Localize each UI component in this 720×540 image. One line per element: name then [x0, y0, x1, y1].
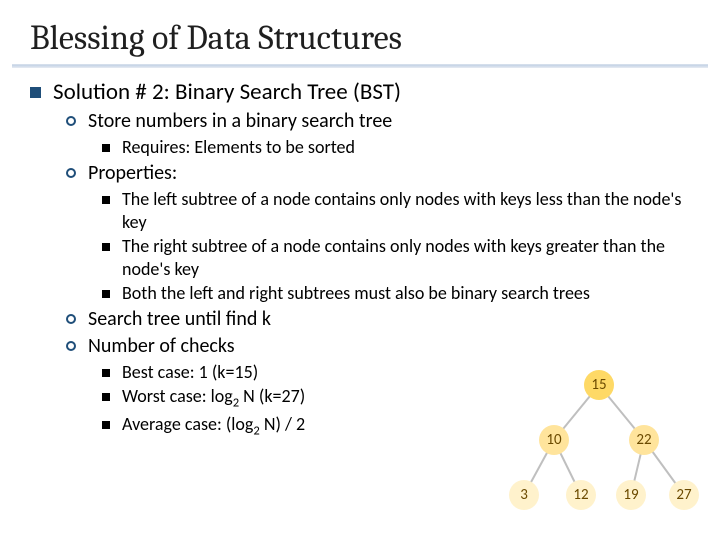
bullet-text: Worst case: log2 N (k=27) — [122, 385, 305, 412]
square-bullet-icon — [102, 369, 110, 377]
bullet-l3: The right subtree of a node contains onl… — [102, 235, 690, 281]
slide-title: Blessing of Data Structures — [0, 0, 720, 64]
square-bullet-icon — [102, 144, 110, 152]
bullet-text: Both the left and right subtrees must al… — [122, 282, 590, 305]
bst-diagram: 15 10 22 3 12 19 27 — [494, 370, 704, 520]
bullet-text: Search tree until find k — [88, 307, 271, 333]
bullet-l1: Solution # 2: Binary Search Tree (BST) — [30, 78, 690, 107]
bullet-text: Number of checks — [88, 334, 235, 360]
bullet-l2: Search tree until find k — [66, 307, 690, 333]
tree-node: 3 — [509, 480, 539, 510]
bullet-text: Solution # 2: Binary Search Tree (BST) — [53, 78, 401, 107]
bullet-l2: Store numbers in a binary search tree — [66, 109, 690, 135]
square-bullet-icon — [102, 393, 110, 401]
tree-node: 12 — [566, 480, 596, 510]
circle-bullet-icon — [66, 168, 76, 178]
square-bullet-icon — [30, 87, 41, 98]
tree-node: 19 — [616, 480, 646, 510]
tree-node: 27 — [669, 480, 699, 510]
bullet-l2: Properties: — [66, 161, 690, 187]
bullet-l3: Requires: Elements to be sorted — [102, 136, 690, 159]
text-part: N) / 2 — [260, 413, 305, 435]
bullet-l3: Both the left and right subtrees must al… — [102, 282, 690, 305]
bullet-text: Store numbers in a binary search tree — [88, 109, 392, 135]
bullet-text: Average case: (log2 N) / 2 — [122, 413, 305, 440]
text-part: N (k=27) — [239, 385, 305, 407]
bullet-text: The right subtree of a node contains onl… — [122, 235, 690, 281]
circle-bullet-icon — [66, 314, 76, 324]
tree-node: 10 — [539, 425, 569, 455]
square-bullet-icon — [102, 421, 110, 429]
square-bullet-icon — [102, 196, 110, 204]
circle-bullet-icon — [66, 116, 76, 126]
bullet-l2: Number of checks — [66, 334, 690, 360]
text-part: Worst case: log — [122, 385, 233, 407]
square-bullet-icon — [102, 290, 110, 298]
text-part: Average case: (log — [122, 413, 253, 435]
tree-node: 22 — [629, 425, 659, 455]
bullet-text: Best case: 1 (k=15) — [122, 361, 258, 384]
tree-node: 15 — [584, 370, 614, 400]
square-bullet-icon — [102, 243, 110, 251]
bullet-text: Properties: — [88, 161, 177, 187]
bullet-text: Requires: Elements to be sorted — [122, 136, 355, 159]
bullet-l3: The left subtree of a node contains only… — [102, 188, 690, 234]
bullet-text: The left subtree of a node contains only… — [122, 188, 690, 234]
circle-bullet-icon — [66, 341, 76, 351]
